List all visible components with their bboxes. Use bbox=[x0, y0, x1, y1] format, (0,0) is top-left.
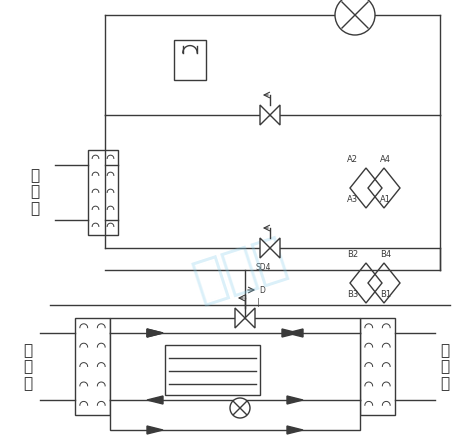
Text: 负
荷
侧: 负 荷 侧 bbox=[24, 343, 33, 391]
Bar bbox=[110, 318, 360, 430]
Text: SD4: SD4 bbox=[255, 263, 271, 272]
Polygon shape bbox=[260, 105, 270, 125]
Bar bbox=[174, 40, 206, 80]
Polygon shape bbox=[282, 329, 298, 337]
Polygon shape bbox=[260, 238, 270, 258]
Text: B3: B3 bbox=[347, 290, 358, 299]
Text: A2: A2 bbox=[347, 155, 358, 164]
Text: A4: A4 bbox=[380, 155, 391, 164]
Text: 代千里: 代千里 bbox=[187, 231, 293, 309]
Text: 热
水
侧: 热 水 侧 bbox=[30, 168, 40, 215]
Bar bbox=[360, 318, 395, 415]
Polygon shape bbox=[147, 426, 163, 434]
Polygon shape bbox=[147, 396, 163, 404]
Bar bbox=[88, 150, 118, 235]
Text: B4: B4 bbox=[380, 250, 391, 259]
Polygon shape bbox=[147, 329, 163, 337]
Polygon shape bbox=[287, 426, 303, 434]
Circle shape bbox=[230, 398, 250, 418]
Polygon shape bbox=[287, 396, 303, 404]
Polygon shape bbox=[147, 329, 163, 337]
Text: 热
源
侧: 热 源 侧 bbox=[440, 343, 449, 391]
Circle shape bbox=[335, 0, 375, 35]
Text: B1: B1 bbox=[380, 290, 391, 299]
Text: |: | bbox=[257, 298, 260, 307]
Polygon shape bbox=[245, 308, 255, 328]
Text: A1: A1 bbox=[380, 195, 391, 204]
Text: D: D bbox=[259, 286, 265, 295]
Polygon shape bbox=[270, 105, 280, 125]
Polygon shape bbox=[235, 308, 245, 328]
Text: A3: A3 bbox=[347, 195, 358, 204]
Polygon shape bbox=[287, 329, 303, 337]
Text: B2: B2 bbox=[347, 250, 358, 259]
Polygon shape bbox=[270, 238, 280, 258]
Bar bbox=[75, 318, 110, 415]
Bar bbox=[165, 345, 260, 395]
